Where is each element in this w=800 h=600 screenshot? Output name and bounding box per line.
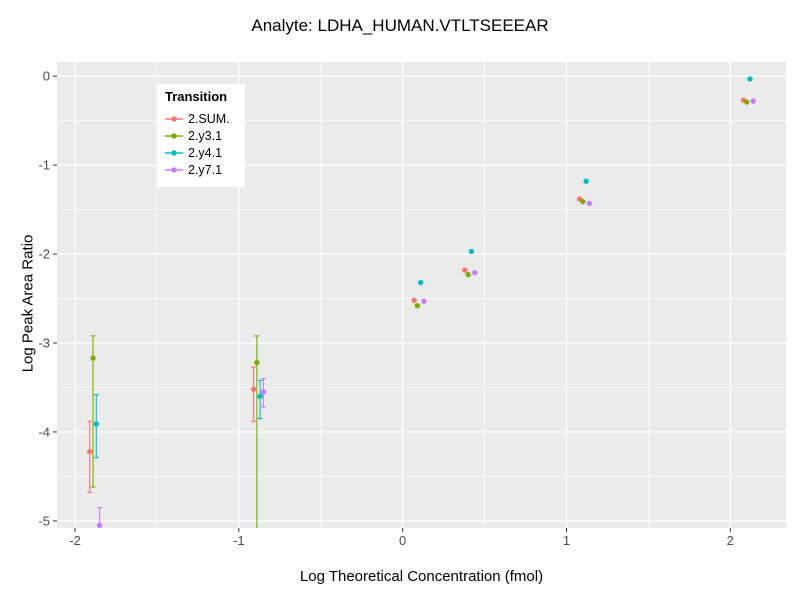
y-tick-label: -5: [38, 513, 50, 528]
legend-title: Transition: [165, 89, 227, 104]
data-point: [586, 200, 593, 207]
legend-item: 2.y7.1: [165, 163, 222, 177]
data-layer: [87, 76, 756, 528]
data-point: [580, 198, 586, 205]
data-point: [260, 389, 267, 395]
axis-ticks: -2 -1 0 1 2 0 -1 -2 -3 -4 -5: [38, 69, 733, 548]
legend-item-label: 2.y7.1: [188, 163, 222, 177]
legend: Transition 2.SUM. 2.y3.1 2.y4.1 2.y7.1: [157, 84, 245, 187]
series-3: [96, 98, 756, 528]
data-point: [743, 99, 750, 105]
y-tick-label: -1: [38, 158, 50, 173]
x-axis-title: Log Theoretical Concentration (fmol): [299, 568, 544, 585]
data-point: [750, 98, 756, 104]
x-tick-label: 2: [727, 533, 734, 548]
legend-key-point: [171, 167, 177, 173]
legend-item: 2.SUM.: [165, 112, 230, 126]
data-point: [462, 267, 468, 273]
x-tick-label: 1: [563, 533, 570, 548]
data-point: [411, 297, 417, 304]
data-point: [96, 522, 103, 528]
y-tick-label: -4: [38, 424, 50, 439]
legend-item: 2.y3.1: [165, 129, 222, 143]
data-point: [468, 248, 475, 255]
legend-item-label: 2.y3.1: [188, 129, 222, 143]
data-point: [421, 298, 427, 304]
legend-key-point: [171, 150, 177, 156]
x-tick-label: -1: [233, 533, 245, 548]
data-point: [465, 271, 471, 278]
legend-key-point: [171, 133, 177, 139]
data-point: [250, 386, 257, 392]
y-tick-label: -3: [38, 336, 50, 351]
x-tick-label: 0: [399, 533, 406, 548]
legend-item-label: 2.y4.1: [188, 146, 222, 160]
data-point: [87, 448, 93, 455]
data-point: [472, 270, 478, 276]
gridlines-major: [57, 62, 786, 528]
series-0: [87, 97, 747, 493]
chart-title: Analyte: LDHA_HUMAN.VTLTSEEEAR: [251, 16, 549, 35]
data-point: [414, 302, 421, 309]
legend-key-point: [171, 116, 177, 122]
data-point: [93, 421, 100, 427]
data-point: [417, 279, 424, 286]
series-2: [93, 76, 753, 459]
legend-item: 2.y4.1: [165, 146, 222, 160]
x-tick-label: -2: [69, 533, 81, 548]
data-point: [90, 355, 96, 361]
data-point: [747, 76, 753, 82]
series-1: [90, 99, 750, 528]
data-point: [257, 393, 263, 400]
gridlines-minor: [57, 62, 786, 528]
y-tick-label: -2: [38, 247, 50, 262]
y-tick-label: 0: [43, 69, 50, 84]
data-point: [254, 359, 260, 366]
y-axis-title: Log Peak Area Ratio: [19, 234, 37, 373]
data-point: [583, 178, 589, 184]
legend-item-label: 2.SUM.: [188, 112, 230, 126]
